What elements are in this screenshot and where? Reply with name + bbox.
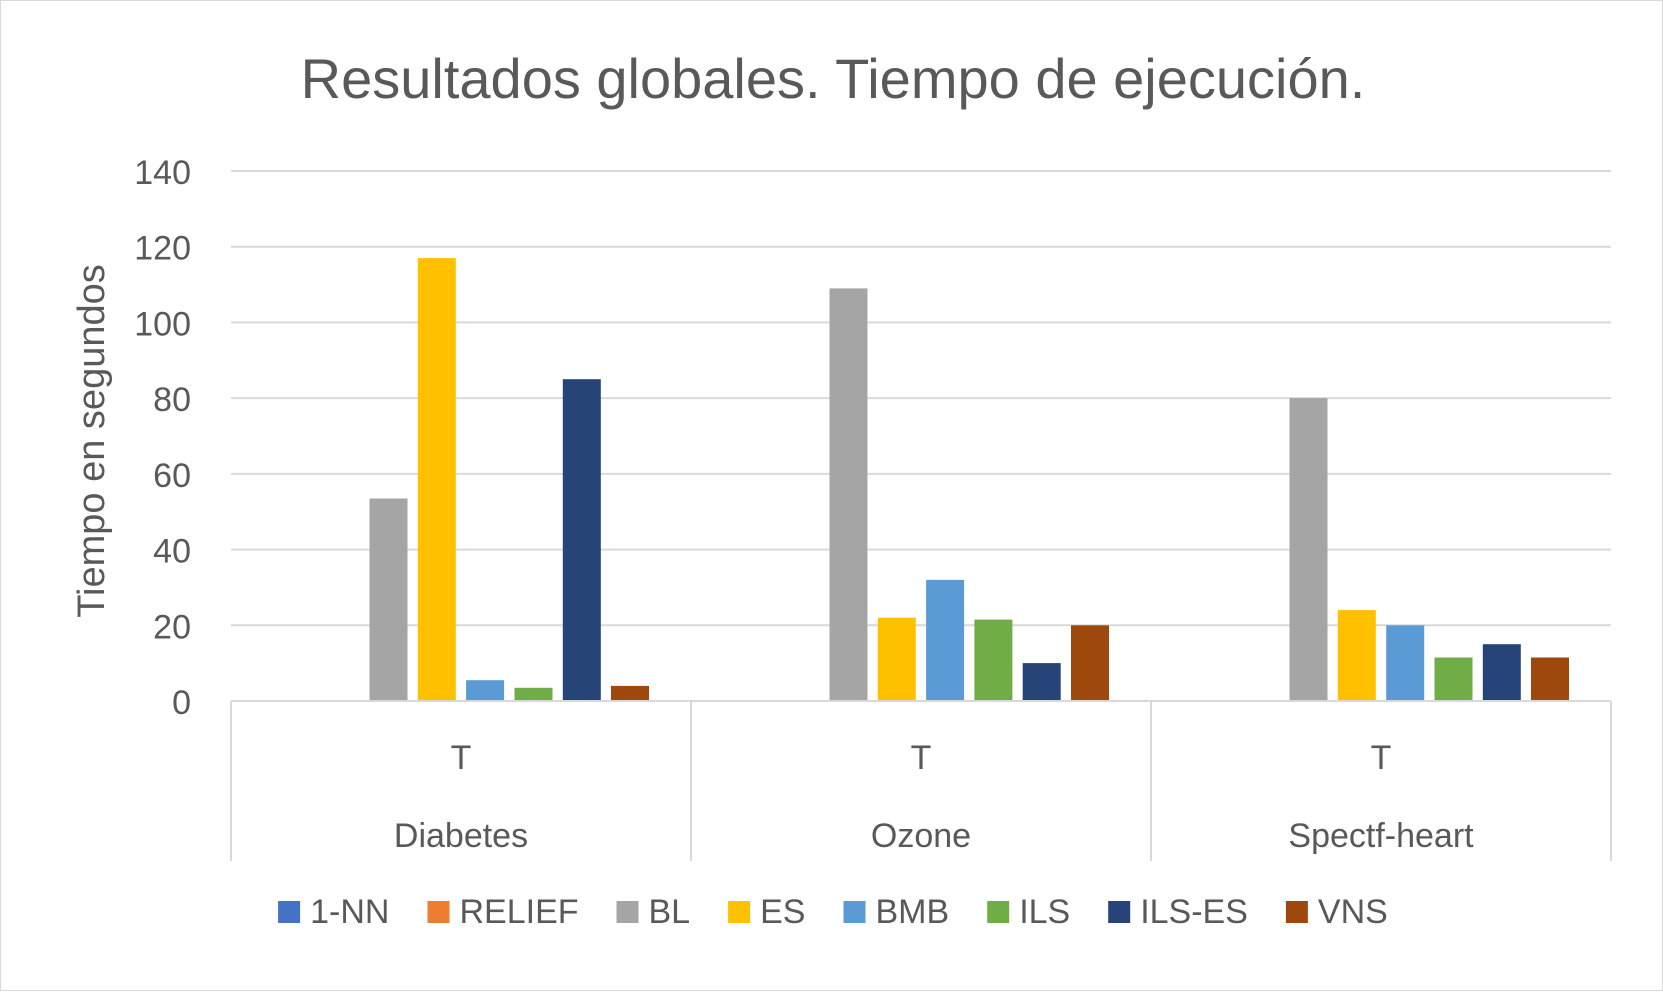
x-axis: T Diabetes T Ozone T Spectf-heart xyxy=(230,700,1612,861)
bar-ils-es-ozone xyxy=(1022,663,1061,701)
x-tick-group-label: Spectf-heart xyxy=(1288,817,1474,855)
bar-es-ozone xyxy=(877,617,916,701)
y-tick-label: 80 xyxy=(153,381,191,419)
y-tick-label: 120 xyxy=(134,230,191,268)
y-axis-label: Tiempo en segundos xyxy=(71,264,113,618)
bar-bl-spectf-heart xyxy=(1289,398,1328,701)
y-tick-label: 100 xyxy=(134,305,191,343)
bar-ils-es-spectf-heart xyxy=(1482,644,1521,701)
x-tick-group-label: Ozone xyxy=(871,817,971,855)
legend-swatch-1-nn xyxy=(278,901,301,923)
bar-ils-spectf-heart xyxy=(1434,657,1473,701)
x-tick-group-label: Diabetes xyxy=(394,817,528,855)
legend-label-1-nn: 1-NN xyxy=(310,893,389,931)
bar-bl-ozone xyxy=(829,288,868,701)
x-tick-sublabel: T xyxy=(911,739,932,777)
y-axis-ticks: 0 20 40 60 80 100 120 140 xyxy=(134,154,191,722)
bar-es-diabetes xyxy=(417,258,456,701)
bar-bmb-diabetes xyxy=(466,680,505,701)
legend-label-es: ES xyxy=(760,893,805,931)
bar-bl-diabetes xyxy=(369,498,408,701)
legend-label-relief: RELIEF xyxy=(460,893,579,931)
legend-swatch-ils xyxy=(987,901,1010,923)
x-tick-sublabel: T xyxy=(451,739,472,777)
bar-ils-diabetes xyxy=(514,687,553,702)
legend-label-bl: BL xyxy=(649,893,691,931)
bar-vns-spectf-heart xyxy=(1531,657,1569,701)
legend-label-bmb: BMB xyxy=(876,893,950,931)
legend: 1-NN RELIEF BL ES BMB ILS ILS-ES VNS xyxy=(278,893,1388,931)
legend-label-ils: ILS xyxy=(1019,893,1070,931)
legend-label-ils-es: ILS-ES xyxy=(1140,893,1248,931)
bar-ils-ozone xyxy=(974,619,1013,701)
chart-title: Resultados globales. Tiempo de ejecución… xyxy=(301,47,1366,110)
bar-bmb-ozone xyxy=(926,579,965,701)
bar-ils-es-diabetes xyxy=(562,379,601,701)
y-tick-label: 0 xyxy=(172,684,191,722)
bar-vns-ozone xyxy=(1071,625,1109,701)
legend-swatch-ils-es xyxy=(1108,901,1131,923)
gridlines xyxy=(231,170,1611,627)
bars xyxy=(369,258,1569,702)
y-tick-label: 20 xyxy=(153,608,191,646)
y-tick-label: 60 xyxy=(153,457,191,495)
y-tick-label: 40 xyxy=(153,533,191,571)
legend-swatch-bl xyxy=(616,901,639,923)
bar-vns-diabetes xyxy=(611,685,649,701)
bar-bmb-spectf-heart xyxy=(1386,625,1425,701)
x-tick-sublabel: T xyxy=(1371,739,1392,777)
legend-swatch-bmb xyxy=(843,901,866,923)
legend-swatch-es xyxy=(728,901,751,923)
bar-es-spectf-heart xyxy=(1337,610,1376,701)
legend-swatch-vns xyxy=(1285,901,1308,923)
y-tick-label: 140 xyxy=(134,154,191,192)
legend-label-vns: VNS xyxy=(1318,893,1388,931)
legend-swatch-relief xyxy=(427,901,450,923)
